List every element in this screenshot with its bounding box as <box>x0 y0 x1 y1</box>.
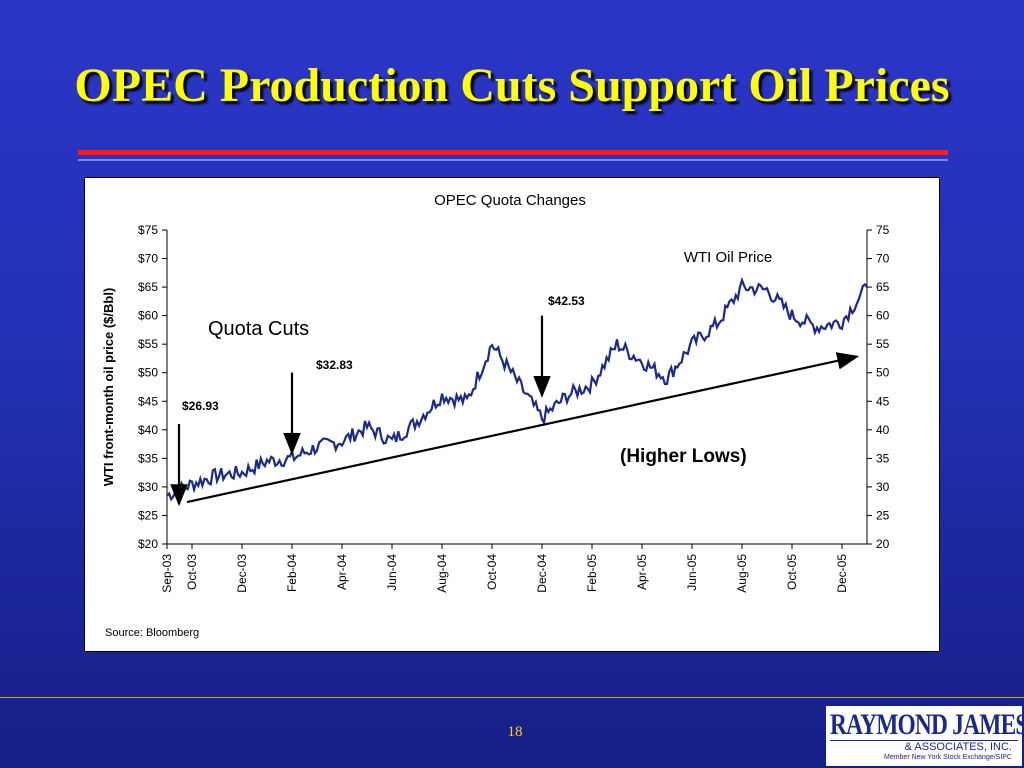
price-chart: OPEC Quota Changes WTI front-month oil p… <box>101 192 890 639</box>
x-tick-label: Oct-05 <box>785 554 799 590</box>
y-tick-label-right: 35 <box>876 451 890 465</box>
x-tick-label: Aug-05 <box>735 554 749 593</box>
x-tick-label: Feb-05 <box>585 554 599 592</box>
x-tick-label: Aug-04 <box>435 554 449 593</box>
y-tick-label-right: 70 <box>876 252 890 266</box>
y-axis-label: WTI front-month oil price ($/Bbl) <box>101 288 116 487</box>
trend-label: (Higher Lows) <box>620 446 747 467</box>
x-tick-label: Apr-04 <box>335 554 349 590</box>
y-tick-label: $35 <box>138 451 158 465</box>
logo-subtitle: & ASSOCIATES, INC. <box>830 740 1018 753</box>
x-tick-label: Dec-03 <box>235 554 249 593</box>
y-tick-label-right: 45 <box>876 394 890 408</box>
y-tick-label: $25 <box>138 508 158 522</box>
title-divider-red <box>78 150 948 155</box>
y-tick-label: $30 <box>138 480 158 494</box>
y-tick-label-right: 50 <box>876 366 890 380</box>
chart-panel: OPEC Quota Changes WTI front-month oil p… <box>84 177 940 652</box>
y-tick-label: $75 <box>138 223 158 237</box>
y-tick-label-right: 30 <box>876 480 890 494</box>
series-label: WTI Oil Price <box>684 249 772 266</box>
chart-title: OPEC Quota Changes <box>434 192 586 209</box>
quota-cuts-label: Quota Cuts <box>208 318 309 340</box>
y-tick-label: $60 <box>138 309 158 323</box>
y-tick-label-right: 75 <box>876 223 890 237</box>
y-tick-label-right: 55 <box>876 337 890 351</box>
annotation-price-label: $42.53 <box>548 294 585 308</box>
x-tick-label: Dec-05 <box>835 554 849 593</box>
page-number: 18 <box>507 724 523 740</box>
y-tick-label: $45 <box>138 394 158 408</box>
y-tick-label-right: 65 <box>876 280 890 294</box>
x-tick-label: Jun-05 <box>685 554 699 591</box>
y-tick-label: $55 <box>138 337 158 351</box>
x-tick-label: Dec-04 <box>535 554 549 593</box>
logo-wordmark: RAYMOND JAMES <box>830 708 1024 741</box>
trend-line-arrow <box>186 352 860 504</box>
x-tick-label: Jun-04 <box>385 554 399 591</box>
y-tick-label-right: 60 <box>876 309 890 323</box>
y-tick-label: $40 <box>138 423 158 437</box>
logo-tagline: Member New York Stock Exchange/SIPC <box>883 754 1012 761</box>
x-tick-label: Apr-05 <box>635 554 649 590</box>
title-divider-blue <box>78 159 948 161</box>
footer-divider <box>0 697 1024 698</box>
y-tick-label-right: 20 <box>876 537 890 551</box>
y-tick-label-right: 25 <box>876 508 890 522</box>
slide-title: OPEC Production Cuts Support Oil Prices <box>74 59 950 112</box>
x-tick-label: Feb-04 <box>285 554 299 592</box>
annotation-price-label: $32.83 <box>316 358 353 372</box>
company-logo: RAYMOND JAMES & ASSOCIATES, INC. Member … <box>826 706 1024 766</box>
x-tick-label: Sep-03 <box>160 554 174 593</box>
source-note: Source: Bloomberg <box>105 627 199 639</box>
y-tick-label: $20 <box>138 537 158 551</box>
x-tick-label: Oct-03 <box>185 554 199 590</box>
y-tick-label: $65 <box>138 280 158 294</box>
y-tick-label: $50 <box>138 366 158 380</box>
annotation-price-label: $26.93 <box>182 399 219 413</box>
x-tick-label: Oct-04 <box>485 554 499 590</box>
y-tick-label: $70 <box>138 252 158 266</box>
series-line-wti <box>166 276 868 502</box>
y-tick-label-right: 40 <box>876 423 890 437</box>
